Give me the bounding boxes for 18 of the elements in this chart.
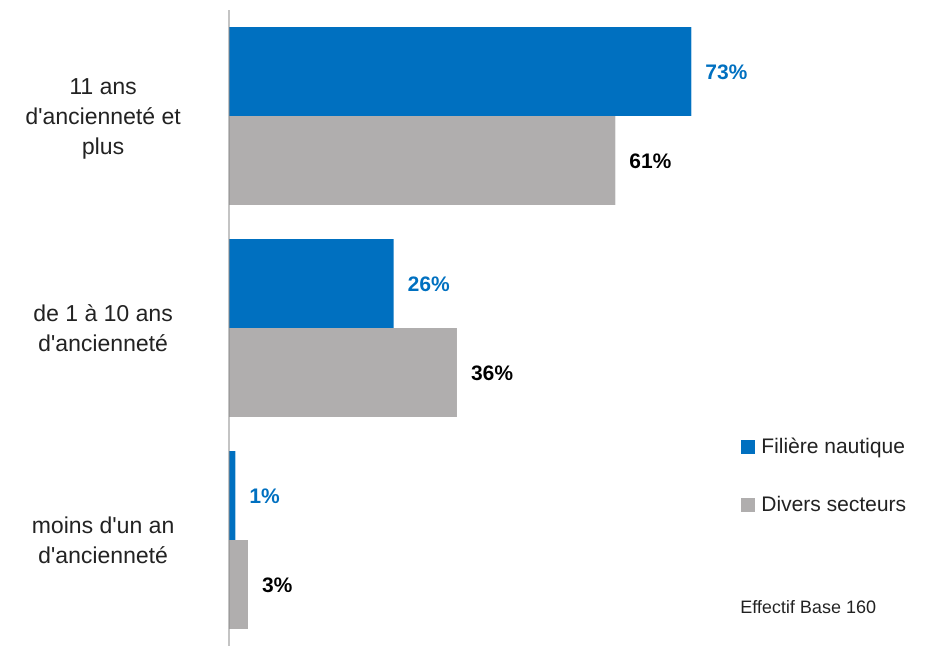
legend-label: Divers secteurs (761, 492, 906, 518)
bar (229, 450, 236, 540)
text: Effectif Base 160 (740, 597, 876, 618)
y-tick-label: moins d'un an d'ancienneté (32, 512, 174, 568)
data-label: 1% (249, 484, 280, 508)
data-label: 36% (470, 362, 514, 385)
bar (229, 238, 394, 328)
data-label: 3% (262, 574, 293, 597)
data-label: 73% (705, 60, 748, 84)
data-label: 26% (408, 272, 450, 296)
bar (229, 328, 457, 417)
y-tick-label: 11 ans d'ancienneté et plus (25, 73, 182, 159)
y-tick-label: de 1 à 10 ans d'ancienneté (33, 300, 173, 356)
bar (229, 26, 692, 116)
legend-label: Filière nautique (761, 434, 905, 460)
bar (229, 116, 616, 205)
data-label: 61% (629, 150, 672, 173)
bar (229, 540, 248, 629)
